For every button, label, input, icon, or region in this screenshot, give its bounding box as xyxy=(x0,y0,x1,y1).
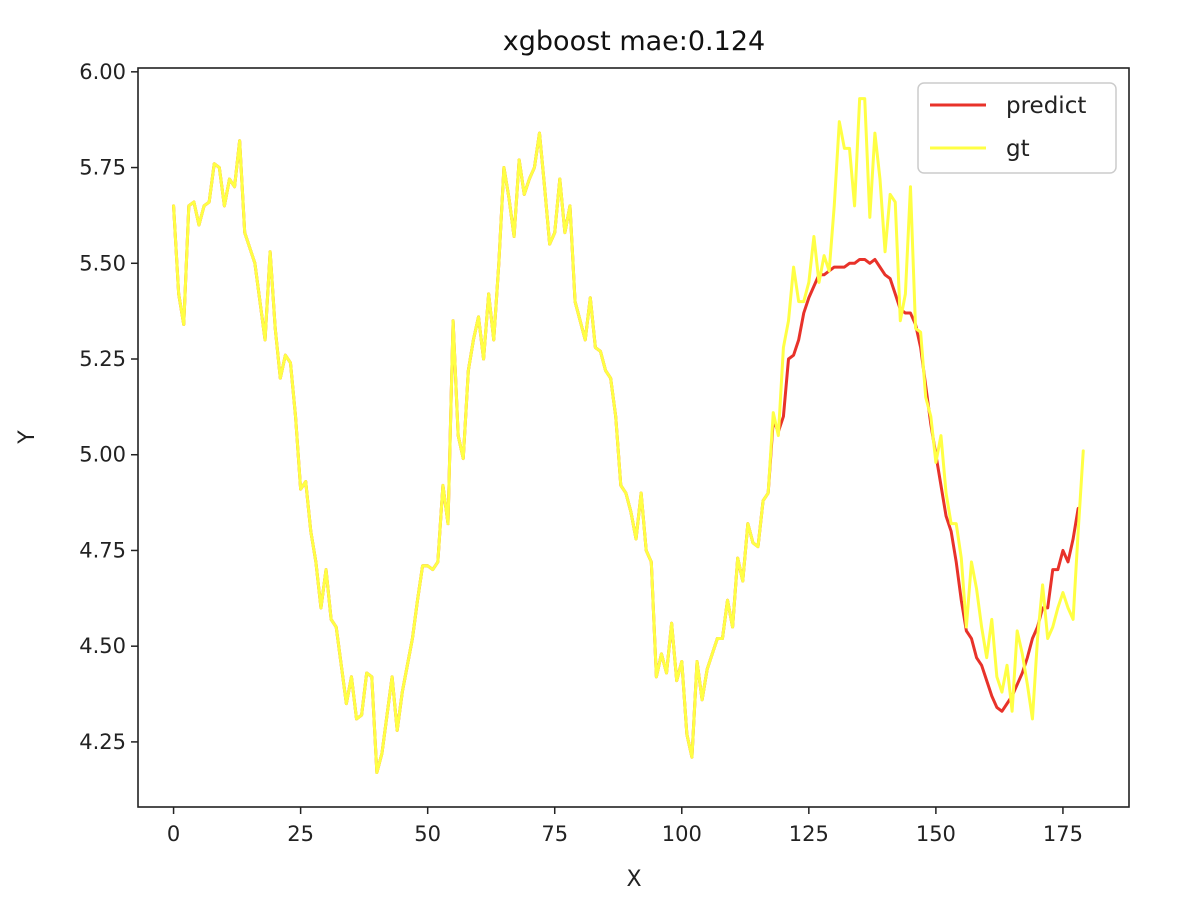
legend: predict gt xyxy=(917,82,1117,174)
plot-frame xyxy=(137,67,1130,808)
x-axis-ticks: 0 25 50 75 100 125 150 175 xyxy=(167,807,1083,846)
x-tick-label: 50 xyxy=(414,822,441,846)
y-axis-label: Y xyxy=(15,430,40,445)
y-tick-label: 5.75 xyxy=(79,156,126,180)
y-axis-ticks: 4.25 4.50 4.75 5.00 5.25 5.50 5.75 6.00 xyxy=(79,60,138,754)
x-axis-label: X xyxy=(626,867,641,892)
x-tick-label: 25 xyxy=(287,822,314,846)
legend-label-gt: gt xyxy=(1006,136,1030,162)
series-layer xyxy=(172,97,1085,775)
y-tick-label: 4.50 xyxy=(79,634,126,658)
y-tick-label: 5.00 xyxy=(79,443,126,467)
legend-label-predict: predict xyxy=(1006,93,1086,119)
x-tick-label: 125 xyxy=(789,822,829,846)
y-tick-label: 4.25 xyxy=(79,730,126,754)
x-tick-label: 175 xyxy=(1043,822,1083,846)
series-line-gt xyxy=(172,97,1085,775)
x-tick-label: 150 xyxy=(916,822,956,846)
x-tick-label: 100 xyxy=(662,822,702,846)
y-tick-label: 4.75 xyxy=(79,538,126,562)
y-tick-label: 6.00 xyxy=(79,60,126,84)
y-tick-label: 5.25 xyxy=(79,347,126,371)
x-tick-label: 0 xyxy=(167,822,180,846)
plot-area xyxy=(137,67,1130,808)
y-tick-label: 5.50 xyxy=(79,251,126,275)
chart-title: xgboost mae:0.124 xyxy=(503,26,765,57)
x-tick-label: 75 xyxy=(541,822,568,846)
